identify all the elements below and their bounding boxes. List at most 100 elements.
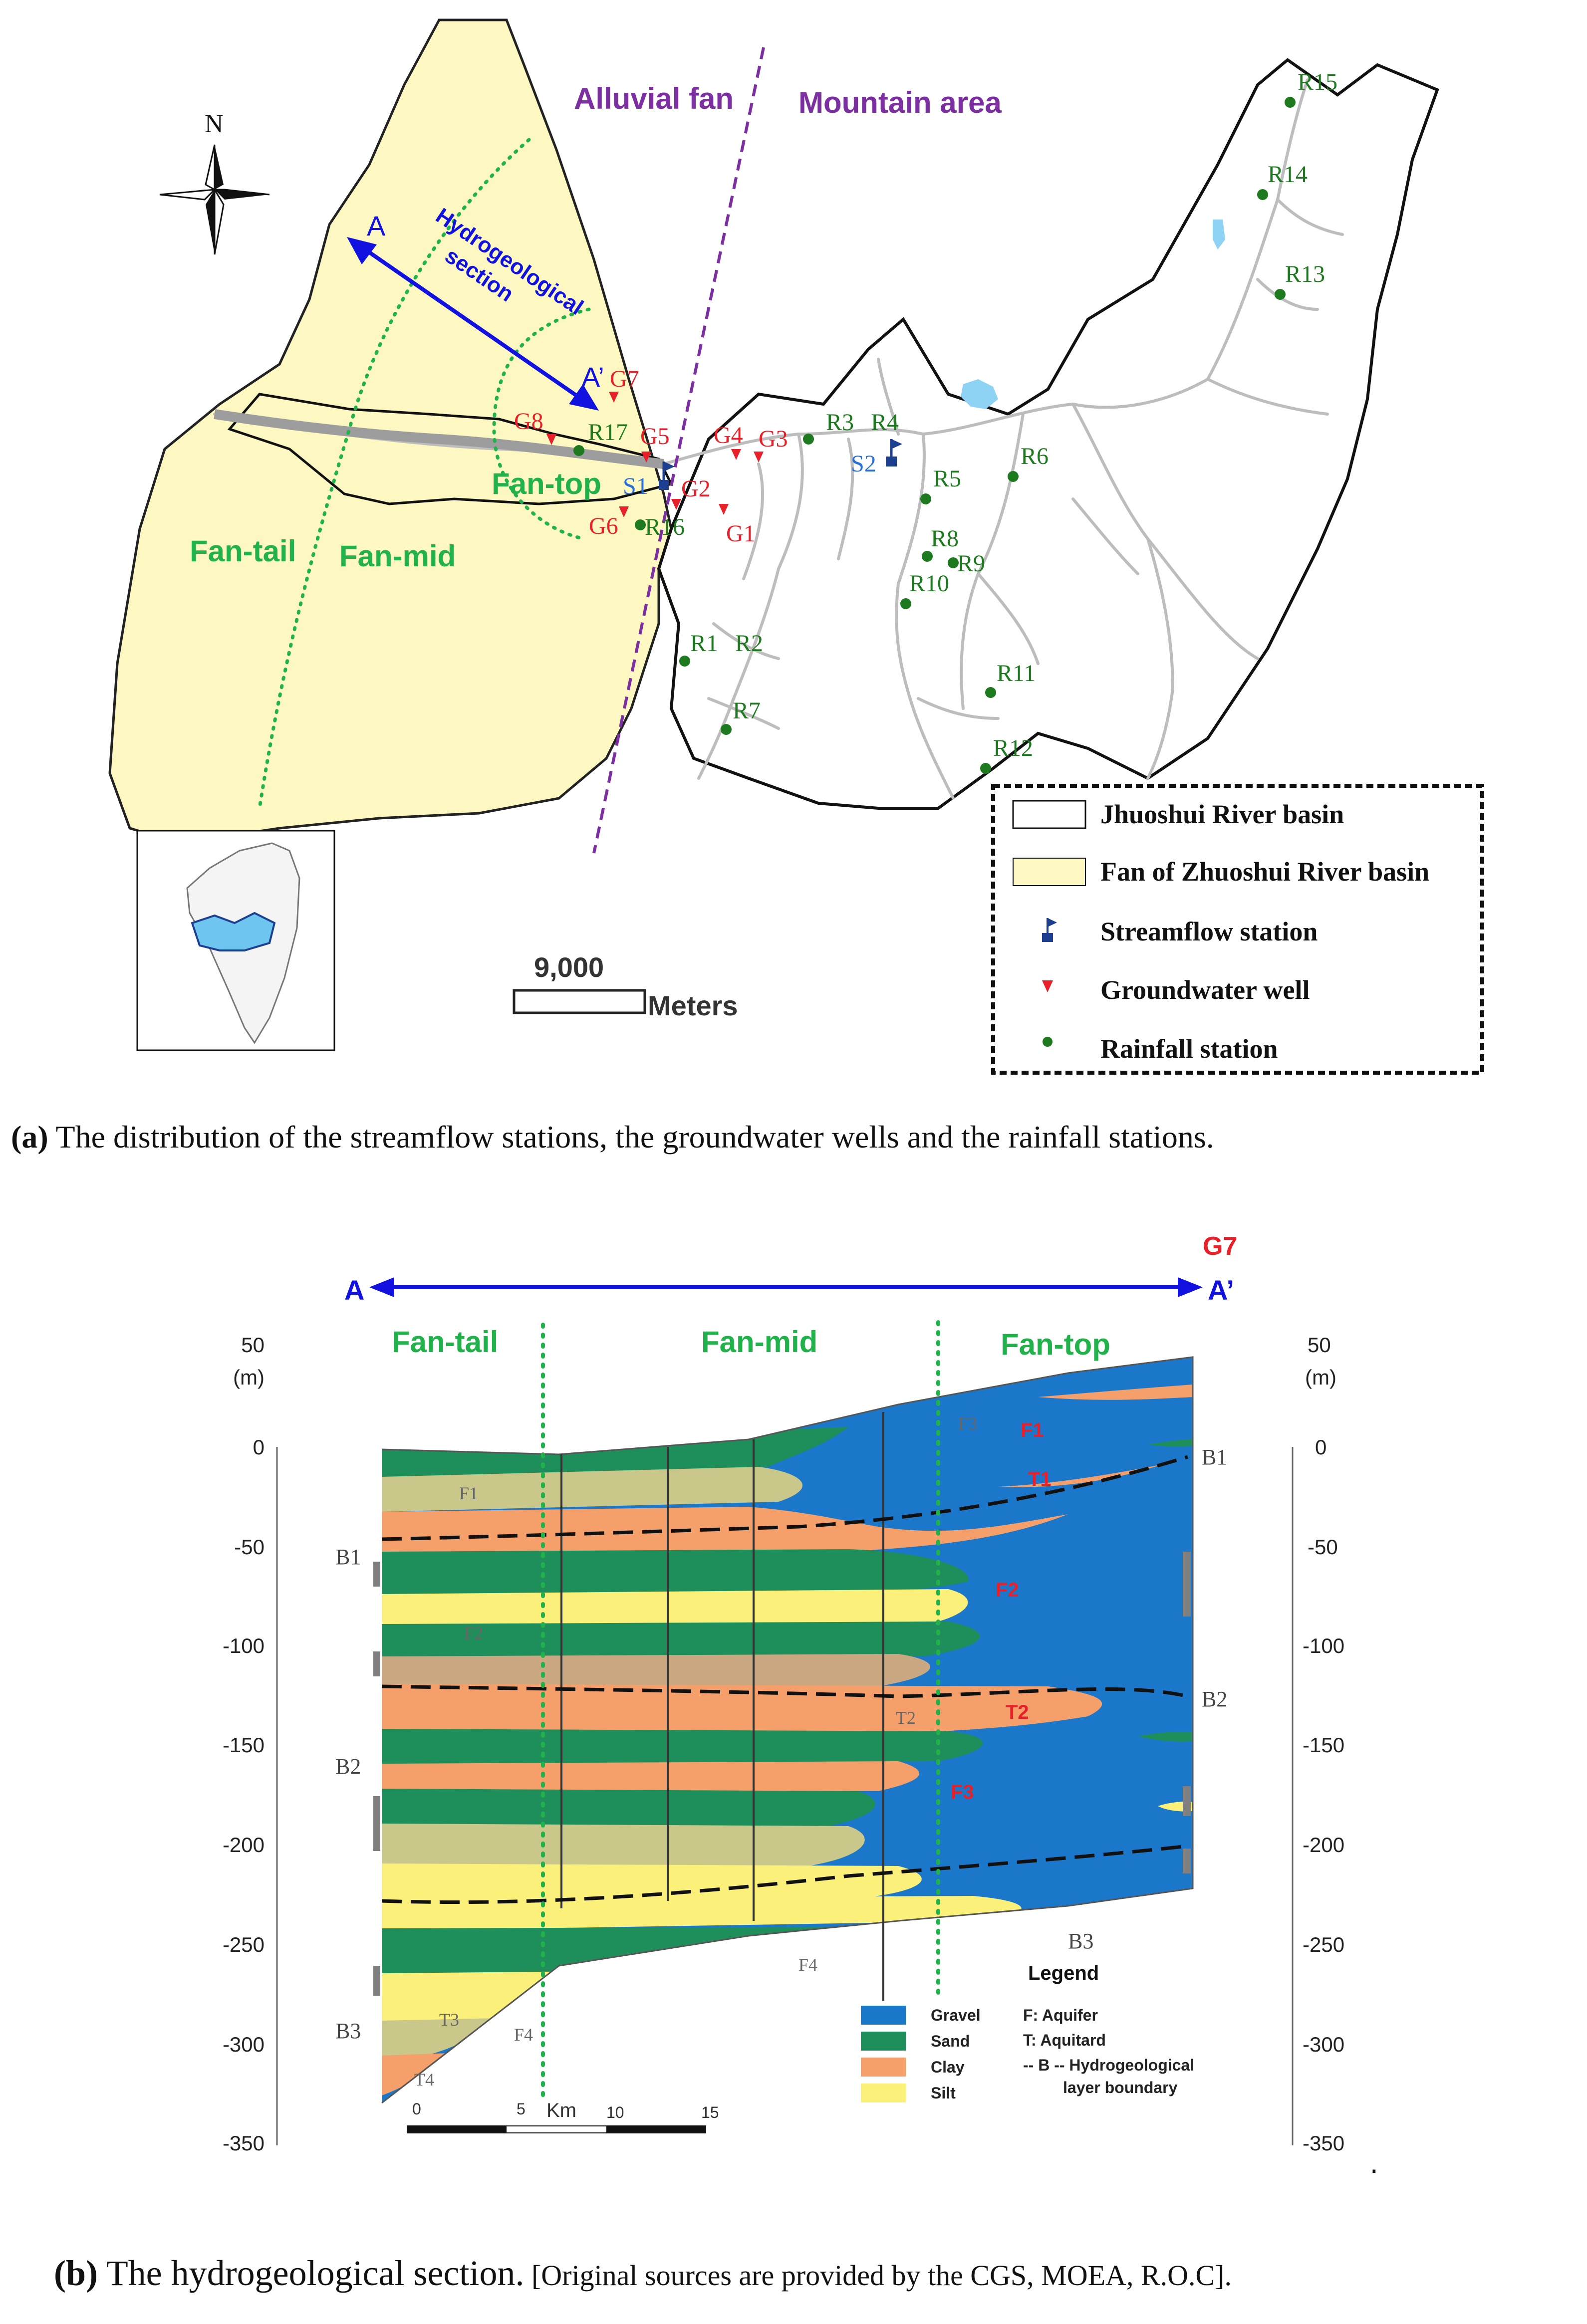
unit-label-gray: F3 (958, 1413, 977, 1433)
y-tick-left: -200 (223, 1833, 264, 1857)
y-unit-right: (m) (1305, 1366, 1336, 1389)
y-tick-left: -150 (223, 1733, 264, 1757)
section-body (382, 1357, 1193, 2103)
rain-label: R15 (1298, 69, 1337, 95)
fan-top-label: Fan-top (492, 467, 601, 500)
section-axis-arrow-right-icon (1178, 1277, 1203, 1297)
north-arrow-icon (159, 144, 270, 255)
legend-swatch-streamflow (1042, 918, 1057, 942)
legend-gravel-swatch (861, 2006, 906, 2025)
km-scale: Km 0 5 10 15 (407, 2099, 719, 2133)
legend-label: Jhuoshui River basin (1100, 799, 1344, 829)
zone-line-mid-top (492, 307, 591, 541)
scale-value: 9,000 (534, 951, 604, 983)
well-marker-g6 (619, 506, 629, 517)
legend-label: Streamflow station (1100, 917, 1318, 946)
map-panel: Alluvial fan Mountain area Fan-tail Fan-… (108, 18, 1484, 1075)
unit-label-red: T2 (1006, 1701, 1029, 1723)
well-marker-g1 (719, 504, 729, 515)
section-arrow-start-icon (347, 237, 377, 264)
rain-marker-r14 (1257, 189, 1268, 200)
caption-a-tag: (a) (11, 1119, 48, 1155)
rain-label: R7 (733, 697, 761, 724)
well-label: G8 (514, 408, 543, 435)
section-start-label: A (367, 210, 386, 241)
y-tick-left: -50 (234, 1535, 264, 1559)
km-tick: 5 (517, 2100, 526, 2118)
legend-material: Sand (931, 2032, 970, 2050)
lake (961, 379, 998, 409)
rain-label: R6 (1021, 443, 1049, 469)
boundary-label-left: B2 (335, 1754, 361, 1779)
y-tick-left: -300 (223, 2033, 264, 2056)
rain-marker-r16 (635, 519, 646, 530)
y-tick-right: -350 (1303, 2131, 1344, 2155)
unit-label-red: T1 (1028, 1468, 1052, 1490)
y-tick-right: 50 (1308, 1333, 1331, 1357)
stream-marker-s1 (659, 462, 675, 490)
caption-a-text: The distribution of the streamflow stati… (48, 1119, 1214, 1155)
rain-label: R14 (1268, 161, 1308, 188)
well-label: G2 (681, 475, 711, 502)
stream-label: S1 (623, 473, 648, 499)
layer-boundaries (381, 1455, 1189, 1904)
well-label: G1 (726, 520, 756, 547)
stream-label: S2 (851, 451, 876, 477)
rain-marker-r15 (1285, 97, 1296, 108)
y-tick-right: -50 (1308, 1535, 1338, 1559)
section-axis-arrow-left-icon (369, 1277, 394, 1297)
section-line (353, 240, 590, 406)
section-start-label: A (344, 1274, 364, 1306)
rain-label: R2 (735, 630, 763, 657)
rain-label: R13 (1285, 261, 1325, 287)
well-label: G4 (714, 422, 743, 449)
fan-mid-label: Fan-mid (339, 539, 456, 573)
map-legend (991, 784, 1484, 1075)
rain-marker-r10 (900, 598, 911, 609)
legend-note: F: Aquifer (1023, 2006, 1098, 2024)
unit-label-red: F3 (951, 1781, 974, 1803)
unit-label-gray: T2 (896, 1708, 916, 1728)
y-tick-left: -350 (223, 2131, 264, 2155)
caption-a: (a) The distribution of the streamflow s… (11, 1119, 1214, 1155)
y-tick-right: -250 (1303, 1933, 1344, 1956)
scale-bar (513, 989, 646, 1014)
legend-label: Rainfall station (1100, 1034, 1278, 1064)
section-arrow-end-icon (569, 384, 599, 411)
legend-material: Gravel (931, 2006, 981, 2024)
y-tick-right: -150 (1303, 1733, 1344, 1757)
well-label: G5 (640, 423, 670, 450)
legend-swatch-well (1042, 980, 1053, 992)
groundwater-wells (546, 392, 764, 517)
well-marker-g8 (546, 434, 556, 445)
unit-label-gray: F4 (514, 2025, 533, 2045)
borehole-lines (560, 1412, 884, 2001)
caption-b-tag: (b) (54, 2253, 98, 2293)
legend-note: -- B -- Hydrogeological (1023, 2056, 1194, 2074)
legend-silt-swatch (861, 2084, 906, 2102)
km-tick: 0 (412, 2100, 421, 2118)
legend-note: T: Aquitard (1023, 2031, 1106, 2049)
legend-label: Groundwater well (1100, 975, 1310, 1005)
river-channel-fan (214, 409, 665, 469)
km-tick: 15 (701, 2103, 719, 2121)
rain-label: R17 (588, 419, 628, 446)
section-outline (381, 1356, 1194, 2104)
boundary-label-right: B3 (1068, 1929, 1093, 1953)
scale-unit: Meters (648, 990, 738, 1021)
fan-tail-label: Fan-tail (190, 534, 296, 568)
rain-label: R12 (993, 735, 1033, 761)
legend-material: Clay (931, 2058, 965, 2076)
rain-marker-r6 (1008, 471, 1019, 482)
legend-sand-swatch (861, 2032, 906, 2051)
section-zone-label: Fan-mid (701, 1325, 817, 1359)
well-marker-g5 (641, 452, 651, 463)
legend-swatch-basin (1012, 800, 1086, 829)
unit-label-gray: F1 (459, 1483, 478, 1503)
y-tick-right: -300 (1303, 2033, 1344, 2056)
well-marker-g3 (754, 452, 764, 463)
legend-material: Silt (931, 2084, 956, 2102)
y-tick-left: 50 (241, 1333, 264, 1357)
legend-note: layer boundary (1063, 2079, 1178, 2096)
rainfall-stations (573, 97, 1296, 774)
